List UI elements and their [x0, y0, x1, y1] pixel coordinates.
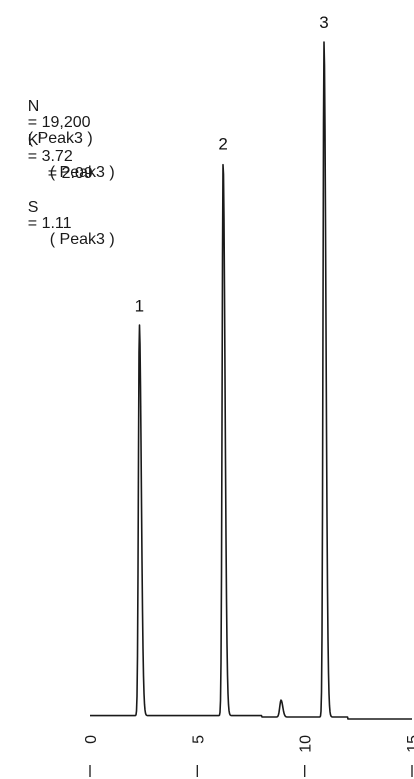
stat-value: = 1.11: [27, 215, 72, 232]
stat-row-s: S = 1.11 ( Peak3 ): [10, 184, 115, 264]
stat-value: = 2.09: [47, 165, 93, 182]
x-tick-label: 5: [190, 735, 207, 744]
x-tick-10: 10: [298, 735, 315, 777]
peak-label-2: 2: [218, 135, 227, 154]
stat-value: = 3.72: [27, 148, 73, 165]
x-tick-label: 10: [298, 735, 315, 753]
stat-label: K': [27, 132, 42, 149]
stat-note: ( Peak3 ): [49, 164, 115, 181]
peak-label-1: 1: [135, 297, 144, 316]
x-tick-5: 5: [190, 735, 207, 777]
stat-label: N: [27, 98, 40, 115]
chromatogram-trace: [89, 41, 413, 720]
x-tick-label: 15: [405, 735, 414, 753]
stat-row-n: N = 19,200 ( Peak3 ): [10, 83, 93, 163]
stat-label: S: [27, 199, 39, 216]
peak-label-3: 3: [319, 13, 328, 32]
x-tick-label: 0: [83, 735, 100, 744]
x-tick-15: 15: [405, 735, 414, 777]
x-tick-0: 0: [83, 735, 100, 777]
stat-note: ( Peak3 ): [49, 231, 115, 248]
stat-row-alpha: = 2.09: [30, 150, 93, 198]
stat-value: = 19,200: [27, 114, 91, 131]
stat-note: ( Peak3 ): [27, 130, 93, 147]
stat-row-k: K' = 3.72 ( Peak3 ): [10, 117, 115, 197]
